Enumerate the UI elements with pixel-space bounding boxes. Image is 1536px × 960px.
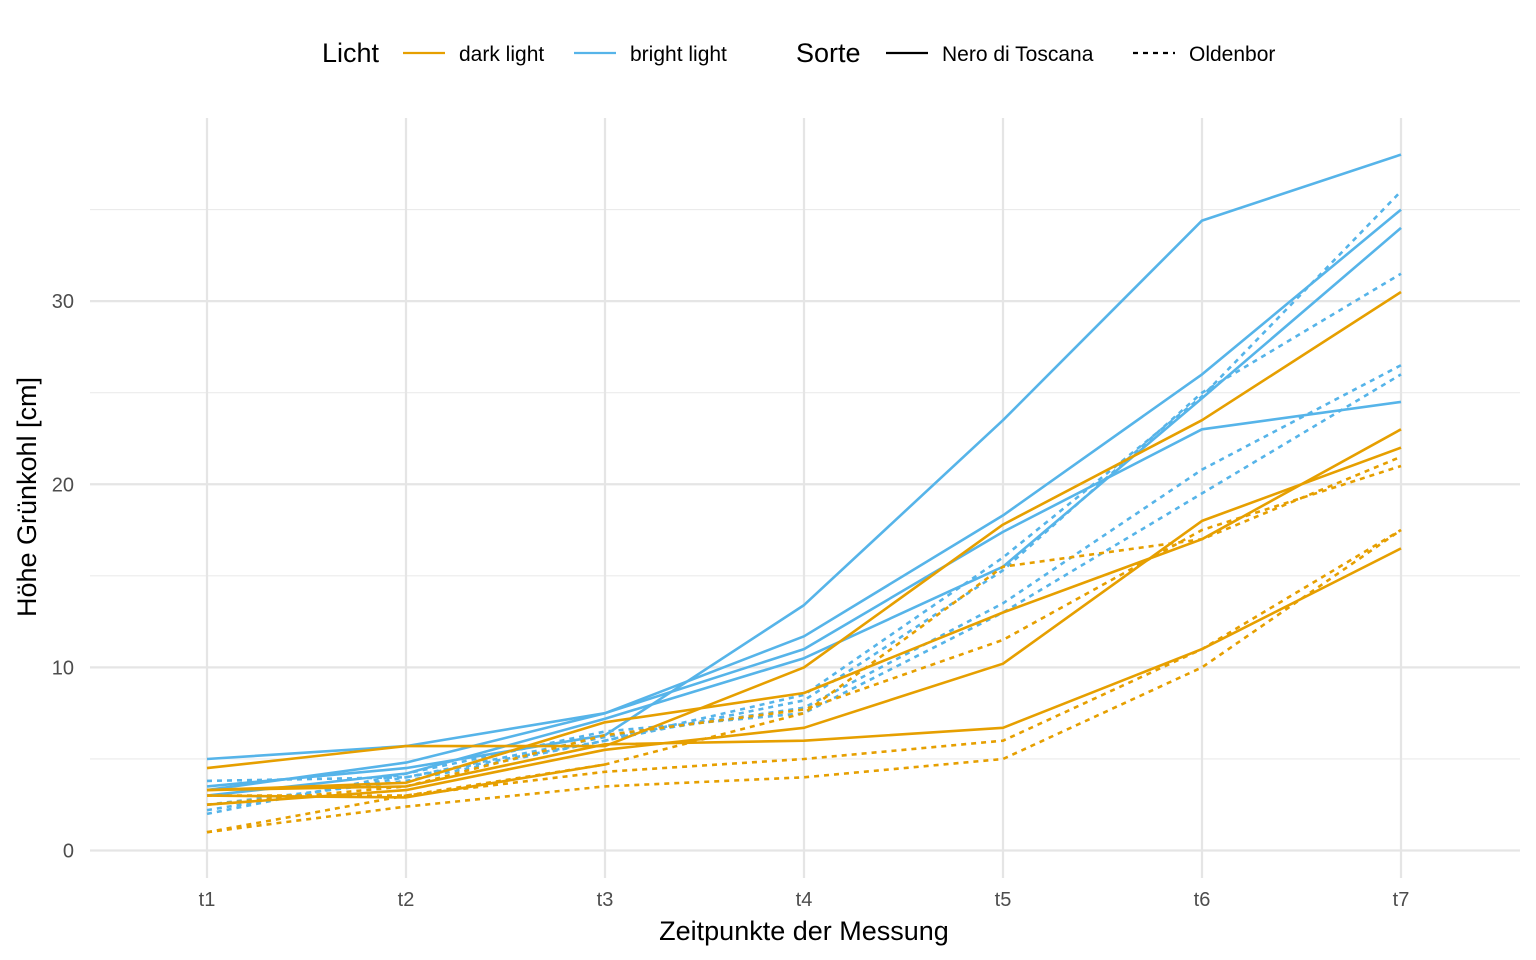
x-tick-label: t4 xyxy=(796,889,813,911)
x-tick-label: t6 xyxy=(1194,889,1211,911)
series-line-bright-oldenbor-4 xyxy=(206,190,1402,783)
series-layer xyxy=(206,153,1402,834)
legend-title-licht: Licht xyxy=(322,38,380,68)
series-line-bright-oldenbor-7 xyxy=(206,373,1402,816)
tick-labels: 0 10 20 30 t1 t2 t3 t4 t5 t6 t7 xyxy=(52,291,1410,911)
series-line-dark-nero-8 xyxy=(206,290,1402,770)
series-line-dark-oldenbor-16 xyxy=(206,528,1402,834)
legend-label-oldenbor: Oldenbor xyxy=(1189,43,1275,66)
x-tick-label: t3 xyxy=(597,889,614,911)
series-line-bright-oldenbor-6 xyxy=(206,364,1402,812)
x-tick-label: t1 xyxy=(199,889,216,911)
series-line-bright-nero-0 xyxy=(206,153,1402,788)
legend: Licht dark light bright light Sorte Nero… xyxy=(322,38,1275,68)
series-line-dark-oldenbor-15 xyxy=(206,528,1402,834)
y-tick-label: 30 xyxy=(52,291,74,313)
y-tick-label: 0 xyxy=(63,841,74,863)
legend-label-dark-light: dark light xyxy=(459,43,544,66)
series-line-dark-oldenbor-13 xyxy=(207,455,1402,797)
legend-label-nero-di-toscana: Nero di Toscana xyxy=(942,43,1094,66)
series-line-bright-oldenbor-5 xyxy=(206,272,1402,806)
series-line-dark-nero-10 xyxy=(206,446,1402,806)
x-axis-title: Zeitpunkte der Messung xyxy=(659,916,949,946)
y-tick-label: 20 xyxy=(52,474,74,496)
series-line-bright-nero-2 xyxy=(206,400,1402,792)
x-tick-label: t2 xyxy=(398,889,415,911)
legend-label-bright-light: bright light xyxy=(630,43,727,66)
x-tick-label: t7 xyxy=(1393,889,1410,911)
series-line-dark-oldenbor-14 xyxy=(206,464,1402,806)
y-axis-title: Höhe Grünkohl [cm] xyxy=(12,377,42,617)
y-tick-label: 10 xyxy=(52,657,74,679)
legend-title-sorte: Sorte xyxy=(796,38,861,68)
grid xyxy=(90,118,1520,878)
x-tick-label: t5 xyxy=(995,889,1012,911)
